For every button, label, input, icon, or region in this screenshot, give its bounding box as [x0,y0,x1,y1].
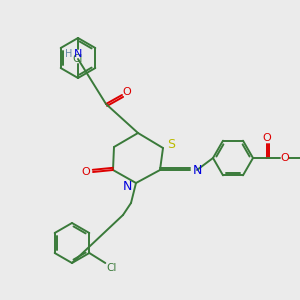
Text: Cl: Cl [106,263,116,273]
Text: H: H [65,49,73,59]
Text: O: O [262,133,272,143]
Text: N: N [74,49,82,59]
Text: Cl: Cl [73,54,83,64]
Text: O: O [123,87,131,97]
Text: N: N [122,181,132,194]
Text: S: S [167,139,175,152]
Text: O: O [82,167,90,177]
Text: N: N [192,164,202,176]
Text: O: O [280,153,290,163]
